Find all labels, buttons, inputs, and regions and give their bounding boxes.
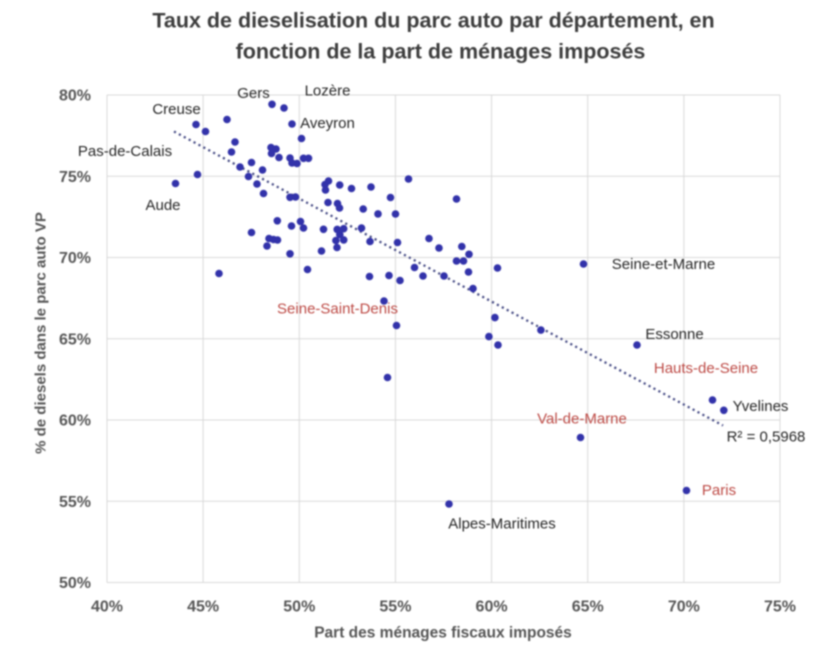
svg-text:60%: 60% xyxy=(59,413,91,430)
svg-text:50%: 50% xyxy=(283,599,315,616)
svg-text:75%: 75% xyxy=(764,599,796,616)
svg-text:Aude: Aude xyxy=(145,197,180,214)
svg-text:Paris: Paris xyxy=(702,482,736,499)
svg-text:Gers: Gers xyxy=(237,85,270,102)
svg-text:75%: 75% xyxy=(59,169,91,186)
svg-text:55%: 55% xyxy=(379,599,411,616)
svg-text:Taux de dieselisation du parc: Taux de dieselisation du parc auto par d… xyxy=(152,9,714,33)
svg-text:Pas-de-Calais: Pas-de-Calais xyxy=(78,143,172,160)
svg-text:70%: 70% xyxy=(668,599,700,616)
svg-text:Hauts-de-Seine: Hauts-de-Seine xyxy=(654,360,758,377)
svg-text:40%: 40% xyxy=(91,599,123,616)
svg-text:80%: 80% xyxy=(59,88,91,105)
svg-text:70%: 70% xyxy=(59,250,91,267)
svg-text:Alpes-Maritimes: Alpes-Maritimes xyxy=(448,516,556,533)
svg-text:Lozère: Lozère xyxy=(305,83,351,100)
svg-text:Creuse: Creuse xyxy=(152,101,200,118)
svg-text:50%: 50% xyxy=(59,575,91,592)
svg-text:% de diesels dans le parc auto: % de diesels dans le parc auto VP xyxy=(33,212,50,454)
svg-text:45%: 45% xyxy=(187,599,219,616)
svg-text:Seine-Saint-Denis: Seine-Saint-Denis xyxy=(277,301,398,318)
svg-text:Aveyron: Aveyron xyxy=(300,115,355,132)
svg-text:Essonne: Essonne xyxy=(645,326,703,343)
svg-text:Part des ménages fiscaux impos: Part des ménages fiscaux imposés xyxy=(314,625,572,642)
svg-text:Val-de-Marne: Val-de-Marne xyxy=(537,411,627,428)
svg-text:55%: 55% xyxy=(59,494,91,511)
svg-text:fonction de la part de ménages: fonction de la part de ménages imposés xyxy=(236,40,646,64)
svg-text:65%: 65% xyxy=(572,599,604,616)
svg-text:Yvelines: Yvelines xyxy=(733,398,789,415)
svg-text:Seine-et-Marne: Seine-et-Marne xyxy=(612,256,715,273)
svg-text:65%: 65% xyxy=(59,331,91,348)
svg-text:60%: 60% xyxy=(476,599,508,616)
svg-text:R² = 0,5968: R² = 0,5968 xyxy=(727,429,806,446)
